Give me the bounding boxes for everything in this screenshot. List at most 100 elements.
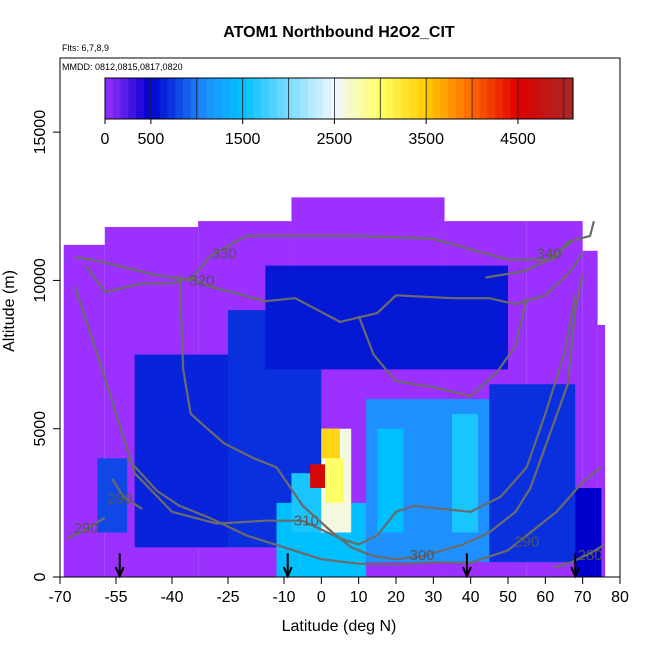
y-tick-label: 10000 (32, 258, 49, 303)
colorbar-segment (526, 78, 535, 119)
contour-label: 290 (74, 520, 99, 537)
colorbar-segment (463, 78, 473, 119)
colorbar-segment (323, 78, 332, 119)
colorbar-segment (292, 78, 301, 119)
colorbar-segment (495, 78, 504, 119)
colorbar-segment (214, 78, 223, 119)
plot-area: 330 320 340 310 300 290 290 280 290 (63, 197, 606, 579)
colorbar-segment (105, 78, 114, 119)
flight-arrow-head (570, 566, 581, 579)
contour-line (74, 220, 595, 282)
contour-line (67, 516, 106, 540)
x-tick-label: 30 (424, 589, 442, 606)
colorbar-segment (354, 78, 363, 119)
colorbar-segment (346, 78, 356, 119)
colorbar-segment (229, 78, 239, 119)
colorbar-segment (339, 78, 348, 119)
heatmap-cell (575, 488, 602, 577)
colorbar-segment (549, 78, 558, 119)
dates-subtitle: MMDD: 0812,0815,0817,0820 (62, 62, 183, 72)
colorbar-segment (112, 78, 122, 119)
x-tick-label: -25 (216, 589, 239, 606)
colorbar-segment (417, 78, 426, 119)
y-tick-label: 0 (32, 572, 49, 581)
chart-title: ATOM1 Northbound H2O2_CIT (223, 24, 455, 41)
contour-line (178, 274, 584, 561)
colorbar-segment (253, 78, 262, 119)
colorbar-segment (167, 78, 176, 119)
colorbar-segment (409, 78, 418, 119)
colorbar-segment (456, 78, 465, 119)
colorbar-segment (385, 78, 395, 119)
colorbar-segment (198, 78, 207, 119)
y-tick-label: 5000 (32, 411, 49, 447)
colorbar-tick-label: 4500 (500, 131, 536, 148)
x-tick-label: 0 (317, 589, 326, 606)
contour-line (73, 286, 577, 546)
x-tick-label: 40 (462, 589, 480, 606)
colorbar-segment (268, 78, 278, 119)
colorbar-segment (424, 78, 434, 119)
colorbar-segment (448, 78, 457, 119)
x-tick-label: 20 (387, 589, 405, 606)
x-tick-label: 60 (536, 589, 554, 606)
colorbar-segment (136, 78, 145, 119)
heatmap-cell (452, 413, 479, 533)
colorbar-segment (120, 78, 129, 119)
x-tick-label: -70 (48, 589, 71, 606)
colorbar-segment (440, 78, 449, 119)
colorbar-segment (222, 78, 231, 119)
colorbar-tick-label: 3500 (408, 131, 444, 148)
x-tick-label: -40 (160, 589, 183, 606)
axes: -70 -55 -40 -25 -10 0 10 20 30 40 50 60 70 8005000100… (32, 57, 629, 606)
heatmap-cell (325, 458, 344, 503)
y-tick-label: 15000 (32, 110, 49, 155)
colorbar-tick-label: 2500 (317, 131, 353, 148)
colorbar-segment (128, 78, 137, 119)
flight-arrow-head (114, 566, 125, 579)
flight-arrow-head (282, 566, 293, 579)
colorbar-tick-label: 500 (138, 131, 165, 148)
colorbar-segment (370, 78, 379, 119)
contour-line (126, 457, 602, 566)
colorbar-segment (300, 78, 309, 119)
x-tick-label: 10 (350, 589, 368, 606)
contour-label: 320 (189, 272, 214, 289)
colorbar-segment (487, 78, 496, 119)
colorbar-segment (237, 78, 246, 119)
x-axis-label: Latitude (deg N) (282, 618, 397, 635)
contour-line (485, 241, 573, 279)
contour-label: 290 (514, 533, 539, 550)
data-coverage-cell (597, 324, 606, 577)
colorbar-segment (159, 78, 168, 119)
heatmap-cell (310, 464, 326, 489)
colorbar-segment (362, 78, 371, 119)
contour-label: 310 (294, 513, 319, 530)
colorbar-segment (502, 78, 512, 119)
colorbar-segment (557, 78, 566, 119)
colorbar-segment (151, 78, 161, 119)
colorbar-segment (378, 78, 387, 119)
x-tick-label: 50 (499, 589, 517, 606)
heatmap-cell (134, 354, 228, 548)
flight-arrow-head (462, 566, 472, 579)
colorbar-segment (541, 78, 551, 119)
heatmap-cell (265, 265, 508, 370)
colorbar-segment (432, 78, 441, 119)
colorbar-segment (534, 78, 543, 119)
colorbar-segment (276, 78, 285, 119)
flights-subtitle: Flts: 6,7,8,9 (62, 43, 109, 53)
colorbar: 0 500 1500 2500 3500 4500 (101, 77, 574, 148)
colorbar-segment (393, 78, 402, 119)
colorbar-segment (307, 78, 317, 119)
colorbar-segment (510, 78, 519, 119)
colorbar-segment (175, 78, 184, 119)
x-tick-label: -55 (104, 589, 127, 606)
contour-label: 280 (578, 547, 603, 564)
colorbar-segment (144, 78, 153, 119)
contour-line (552, 543, 606, 570)
x-tick-label: 80 (611, 589, 629, 606)
x-tick-label: 70 (574, 589, 592, 606)
